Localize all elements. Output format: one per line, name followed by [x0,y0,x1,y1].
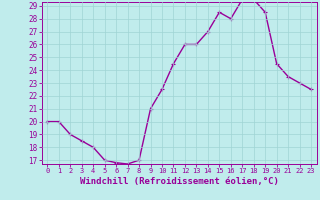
X-axis label: Windchill (Refroidissement éolien,°C): Windchill (Refroidissement éolien,°C) [80,177,279,186]
